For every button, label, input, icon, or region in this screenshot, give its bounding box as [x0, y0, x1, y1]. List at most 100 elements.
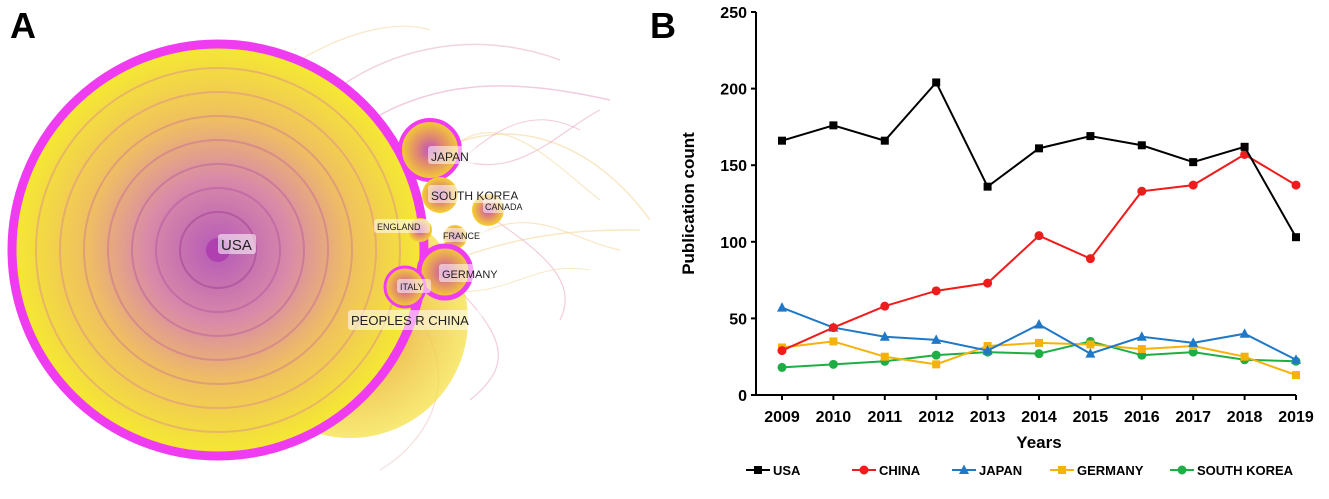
node-label-usa: USA	[221, 237, 252, 254]
chart-legend: USA CHINA JAPAN GERMANY SOUTH KOREA	[746, 463, 1294, 478]
data-point-japan	[1188, 337, 1199, 347]
node-label-canada: CANADA	[485, 202, 523, 212]
y-tick-label: 150	[720, 158, 747, 175]
y-tick-label: 50	[729, 311, 747, 328]
x-axis-title: Years	[1016, 433, 1061, 452]
legend-marker-south-korea	[1177, 465, 1187, 475]
legend-item-china: CHINA	[852, 463, 921, 478]
data-point-south-korea	[1034, 349, 1044, 359]
y-tick-label: 0	[738, 388, 747, 405]
node-label-germany: GERMANY	[442, 269, 498, 281]
data-point-usa	[1086, 132, 1095, 141]
data-point-china	[1291, 180, 1301, 190]
data-point-usa	[983, 182, 992, 191]
data-point-japan	[1034, 319, 1044, 329]
legend-marker-japan	[959, 464, 969, 474]
data-point-usa	[1292, 233, 1300, 242]
data-point-germany	[1035, 338, 1043, 347]
panel-b-label: B	[650, 5, 676, 46]
data-point-south-korea	[931, 350, 941, 360]
data-point-japan	[879, 331, 890, 341]
data-point-japan	[1085, 348, 1096, 358]
data-point-south-korea	[828, 359, 838, 369]
panel-a-label: A	[10, 5, 36, 46]
legend-marker-china	[859, 465, 869, 475]
data-point-usa	[880, 136, 889, 145]
data-point-south-korea	[777, 362, 787, 372]
node-label-italy: ITALY	[400, 282, 424, 292]
country-network-graph: USA JAPAN SOUTH KOREA CANADA ENGLAND FRA…	[7, 25, 651, 471]
series-layer	[777, 78, 1301, 380]
legend-label-china: CHINA	[879, 463, 921, 478]
x-tick-label: 2018	[1227, 409, 1263, 426]
series-usa	[778, 78, 1300, 242]
x-tick-label: 2011	[867, 409, 902, 426]
data-point-germany	[1137, 345, 1146, 354]
data-point-japan	[1239, 328, 1250, 338]
y-axis-title: Publication count	[679, 132, 698, 275]
x-tick-label: 2017	[1175, 409, 1211, 426]
legend-label-south-korea: SOUTH KOREA	[1197, 463, 1294, 478]
x-tick-label: 2010	[816, 409, 852, 426]
data-point-japan	[982, 345, 993, 355]
y-tick-label: 100	[720, 235, 747, 252]
data-point-usa	[1189, 158, 1198, 167]
data-point-japan	[1291, 354, 1301, 364]
x-tick-label: 2015	[1073, 409, 1109, 426]
data-point-germany	[829, 337, 838, 346]
data-point-china	[1085, 254, 1095, 264]
data-point-china	[1034, 231, 1044, 241]
node-label-england: ENGLAND	[377, 222, 421, 232]
data-point-japan	[777, 302, 787, 312]
node-label-peoples-r-china: PEOPLES R CHINA	[351, 313, 469, 328]
series-line-usa	[781, 80, 1297, 238]
x-tick-label: 2009	[764, 409, 800, 426]
x-tick-label: 2013	[970, 409, 1006, 426]
y-tick-labels: 0 50 100 150 200 250	[720, 5, 747, 405]
data-point-japan	[931, 334, 942, 344]
data-point-usa	[1240, 142, 1249, 151]
legend-label-japan: JAPAN	[979, 463, 1022, 478]
data-point-germany	[1292, 371, 1300, 380]
data-point-germany	[932, 360, 941, 369]
data-point-china	[983, 278, 993, 288]
network-labels: USA JAPAN SOUTH KOREA CANADA ENGLAND FRA…	[218, 146, 531, 330]
legend-marker-usa	[754, 466, 762, 474]
publication-line-chart: 0 50 100 150 200 250 2009 2010 2011 2012 2013 2014…	[679, 5, 1314, 478]
data-point-usa	[829, 121, 838, 130]
data-point-germany	[1240, 352, 1249, 361]
y-tick-label: 200	[720, 82, 747, 99]
legend-item-japan: JAPAN	[952, 463, 1022, 478]
series-japan	[777, 302, 1301, 364]
data-point-china	[777, 346, 787, 356]
series-china	[777, 149, 1301, 356]
data-point-china	[1137, 186, 1147, 196]
legend-item-south-korea: SOUTH KOREA	[1170, 463, 1294, 478]
x-tick-label: 2012	[918, 409, 954, 426]
legend-label-usa: USA	[773, 463, 801, 478]
data-point-germany	[880, 352, 889, 361]
data-point-usa	[932, 78, 941, 87]
legend-label-germany: GERMANY	[1077, 463, 1144, 478]
data-point-germany	[1086, 340, 1095, 349]
series-germany	[778, 337, 1300, 380]
legend-item-usa: USA	[746, 463, 801, 478]
data-point-usa	[1137, 141, 1146, 150]
node-label-japan: JAPAN	[431, 150, 469, 164]
data-point-china	[828, 323, 838, 333]
x-tick-label: 2016	[1124, 409, 1160, 426]
node-label-france: FRANCE	[443, 231, 480, 241]
x-tick-label: 2019	[1278, 409, 1314, 426]
legend-marker-germany	[1058, 466, 1066, 474]
x-tick-labels: 2009 2010 2011 2012 2013 2014 2015 2016 2017 2018…	[764, 409, 1314, 426]
y-tick-label: 250	[720, 5, 747, 22]
chart-axes	[751, 11, 1297, 400]
data-point-japan	[1136, 331, 1147, 341]
data-point-china	[880, 301, 890, 311]
data-point-china	[931, 286, 941, 296]
x-tick-label: 2014	[1021, 409, 1057, 426]
data-point-china	[1188, 180, 1198, 190]
data-point-usa	[1035, 144, 1043, 153]
data-point-usa	[778, 136, 786, 145]
legend-item-germany: GERMANY	[1050, 463, 1144, 478]
